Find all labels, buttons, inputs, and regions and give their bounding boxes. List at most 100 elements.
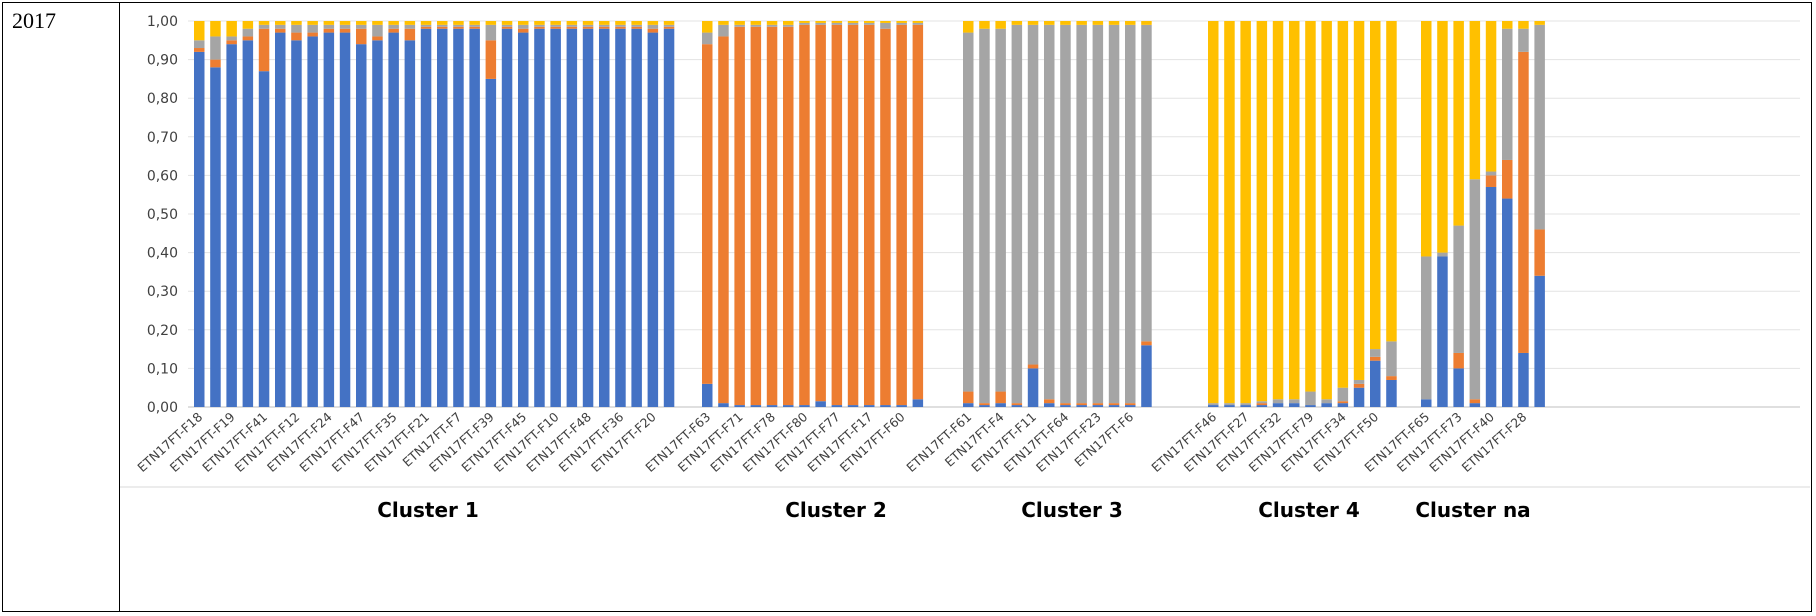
bar-segment xyxy=(847,21,859,23)
bar-segment xyxy=(1386,376,1397,380)
bar-segment xyxy=(1092,24,1104,404)
bar-segment xyxy=(1125,405,1136,407)
bar-segment xyxy=(979,405,990,407)
bar-segment xyxy=(323,28,335,33)
bar-segment xyxy=(534,28,545,407)
bar-segment xyxy=(831,22,843,25)
y-tick-label: 0,60 xyxy=(147,168,178,184)
bar-segment xyxy=(501,28,513,407)
y-tick-label: 1,00 xyxy=(147,14,178,30)
bar-segment xyxy=(469,21,480,25)
bar-segment xyxy=(323,32,335,408)
bar-segment xyxy=(194,48,205,52)
bar-segment xyxy=(1518,352,1529,407)
bar-segment xyxy=(1453,21,1464,226)
bar-segment xyxy=(518,32,529,408)
bar-segment xyxy=(896,22,907,25)
bar-segment xyxy=(663,21,675,25)
bar-segment xyxy=(1141,341,1152,346)
bar-segment xyxy=(194,21,205,41)
bar-segment xyxy=(979,28,990,404)
bar-segment xyxy=(831,405,843,407)
bar-segment xyxy=(1256,401,1268,404)
bar-segment xyxy=(1044,21,1055,25)
bar-segment xyxy=(799,21,810,23)
bar-segment xyxy=(404,40,416,408)
bar-segment xyxy=(702,44,713,384)
bar-segment xyxy=(1011,21,1023,25)
bar-segment xyxy=(831,21,843,23)
bar-segment xyxy=(1485,171,1497,176)
bar-segment xyxy=(420,28,432,407)
bar-segment xyxy=(799,405,810,407)
bar-segment xyxy=(307,21,318,25)
bar-segment xyxy=(1076,21,1087,25)
bar-segment xyxy=(750,24,762,27)
bar-segment xyxy=(1076,24,1087,404)
bar-segment xyxy=(1224,405,1235,407)
bar-segment xyxy=(1469,179,1481,400)
bar-segment xyxy=(339,28,351,33)
y-axis-ticks: 0,00 0,10 0,20 0,30 0,40 0,50 0,60 0,70 0,80 0,90… xyxy=(147,14,178,416)
bar-segment xyxy=(1437,252,1448,257)
bar-segment xyxy=(1534,24,1545,230)
bar-segment xyxy=(766,26,778,406)
bar-segment xyxy=(1502,198,1513,407)
bar-segment xyxy=(307,32,318,37)
bar-segment xyxy=(766,405,778,407)
bar-segment xyxy=(847,24,859,406)
bar-segment xyxy=(1386,341,1397,377)
bar-segment xyxy=(1305,391,1316,406)
bar-segment xyxy=(1437,256,1448,407)
bar-segment xyxy=(356,21,367,25)
bar-segment xyxy=(1224,403,1235,406)
bar-segment xyxy=(718,403,729,407)
bar-segment xyxy=(1353,387,1365,407)
bar-segment xyxy=(1076,405,1087,407)
bar-segment xyxy=(1502,159,1513,199)
bar-segment xyxy=(534,26,545,29)
bar-segment xyxy=(647,24,659,29)
bar-segment xyxy=(469,28,480,407)
bar-segment xyxy=(599,28,610,407)
bar-segment xyxy=(210,21,221,37)
y-tick-label: 0,30 xyxy=(147,284,178,300)
bar-segment xyxy=(1321,21,1332,400)
bar-segment xyxy=(1240,21,1251,404)
bar-segment xyxy=(1027,368,1039,407)
bar-segment xyxy=(242,36,254,41)
bar-segment xyxy=(404,24,416,29)
bar-segment xyxy=(718,24,729,37)
cluster-labels: Cluster 1 Cluster 2 Cluster 3 Cluster 4 Clus… xyxy=(377,498,1530,522)
bar-segment xyxy=(291,21,302,25)
bar-segment xyxy=(1370,356,1381,361)
bar-segment xyxy=(1518,28,1529,52)
bar-segment xyxy=(815,401,826,407)
bar-segment xyxy=(1485,175,1497,187)
bar-segment xyxy=(1272,403,1284,407)
bar-segment xyxy=(372,21,383,25)
bar-segment xyxy=(356,24,367,29)
bar-segment xyxy=(799,22,810,25)
bar-segment xyxy=(210,36,221,60)
bar-segment xyxy=(631,21,642,25)
bar-segment xyxy=(783,405,794,407)
bar-segment xyxy=(550,28,561,407)
bar-segment xyxy=(880,22,891,29)
bar-segment xyxy=(307,36,318,407)
cluster-label: Cluster na xyxy=(1415,498,1530,522)
bar-segment xyxy=(912,21,924,23)
y-tick-label: 0,50 xyxy=(147,207,178,223)
bar-segment xyxy=(864,21,875,23)
bar-segment xyxy=(718,36,729,404)
bar-segment xyxy=(1141,345,1152,407)
bar-segment xyxy=(599,26,610,29)
bar-segment xyxy=(1011,403,1023,406)
bar-segment xyxy=(437,26,448,29)
bar-segment xyxy=(734,26,745,406)
bar-segment xyxy=(734,21,745,25)
bar-segment xyxy=(995,28,1006,392)
bar-segment xyxy=(1469,403,1481,407)
bar-segment xyxy=(1469,399,1481,404)
